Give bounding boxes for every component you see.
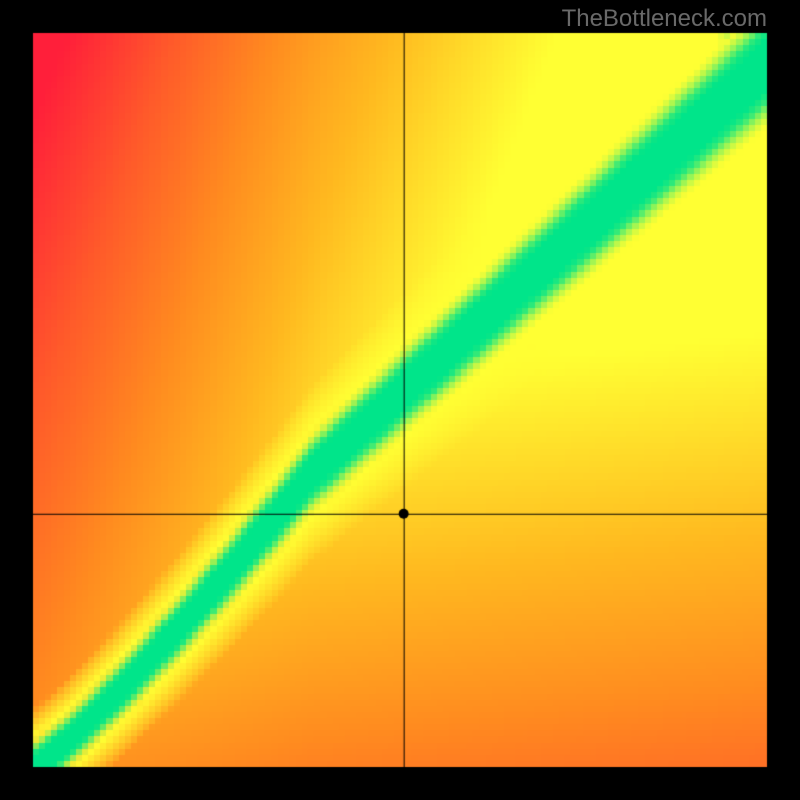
watermark-text: TheBottleneck.com [562, 5, 767, 33]
chart-container: TheBottleneck.com [0, 0, 800, 800]
bottleneck-heatmap [0, 0, 800, 800]
